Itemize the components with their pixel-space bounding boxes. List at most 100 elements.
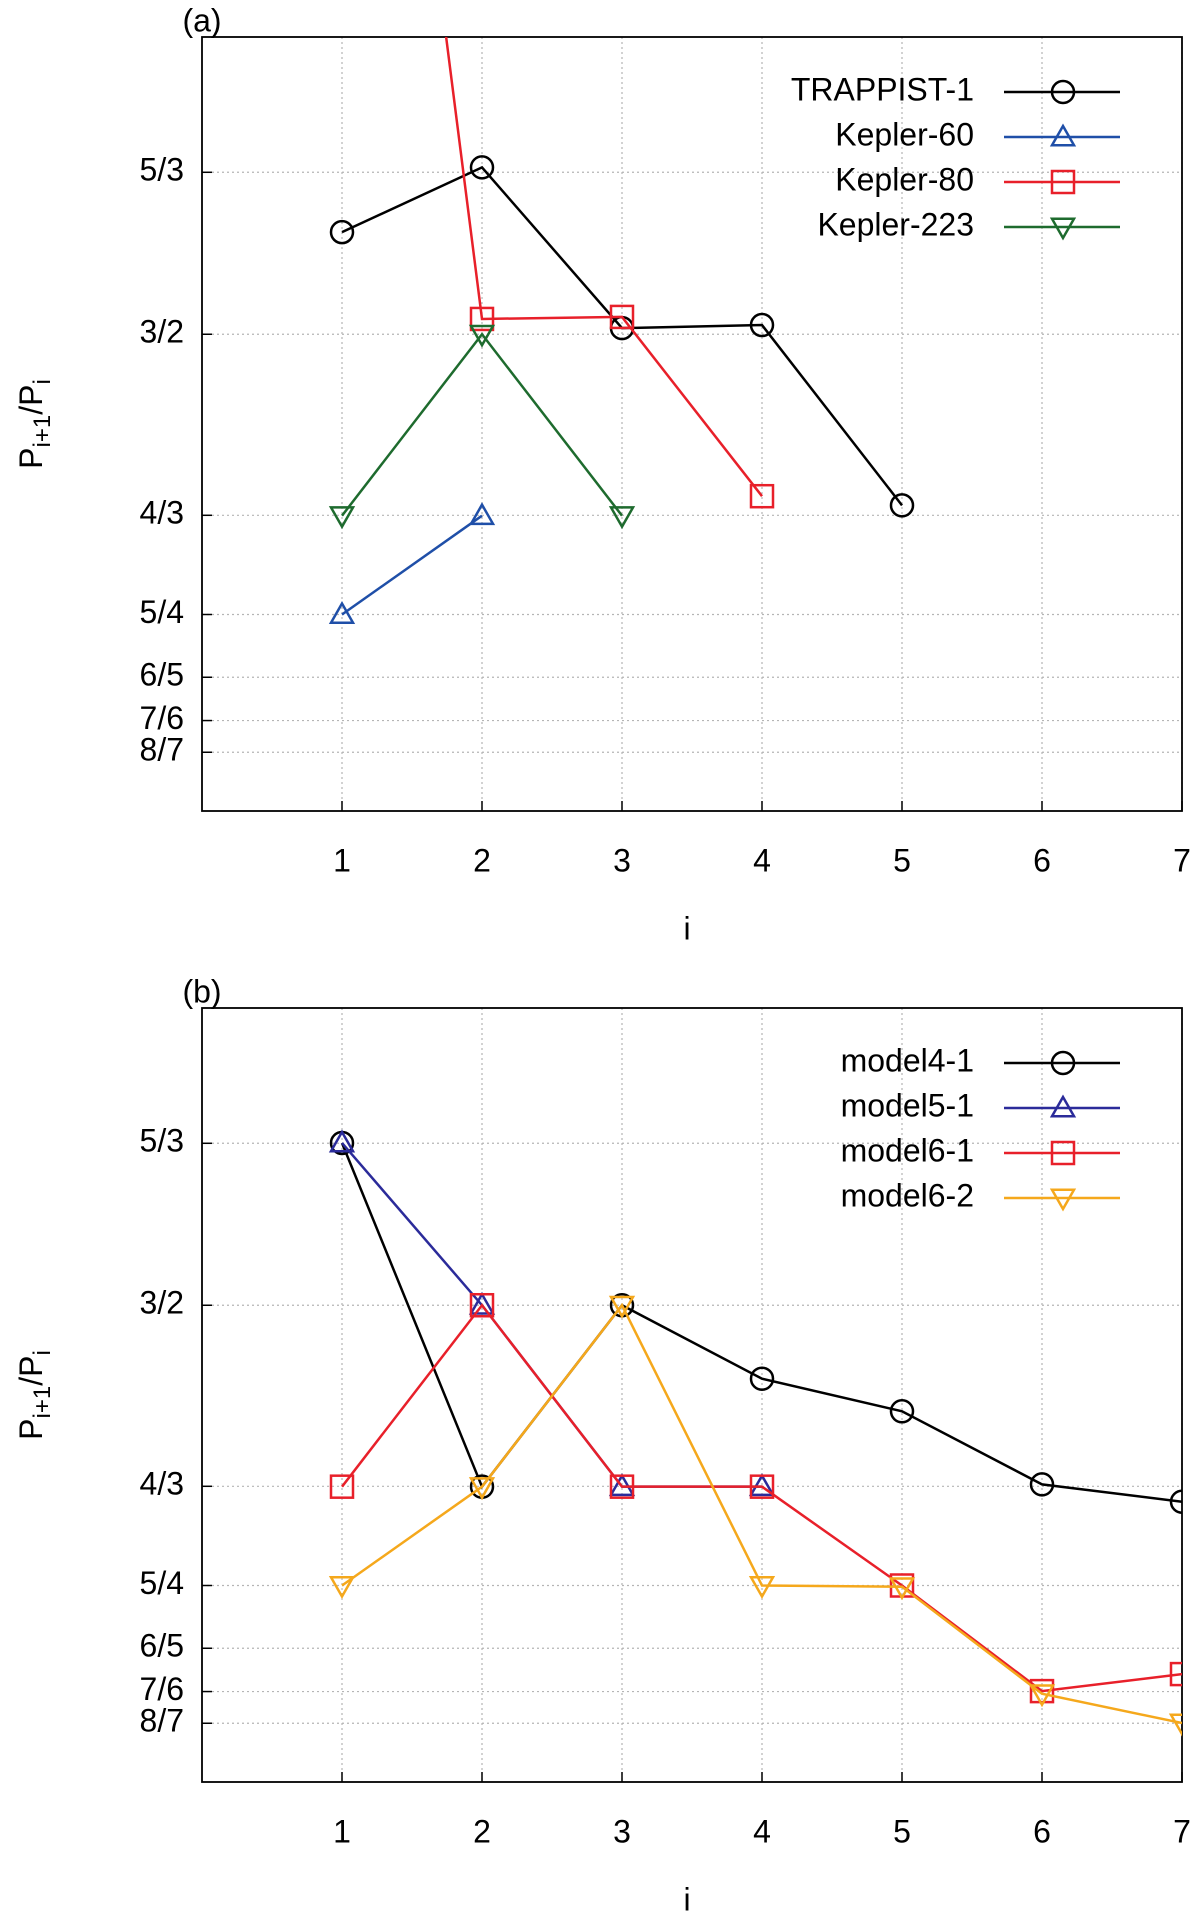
marker [468,324,496,348]
series-line [341,1302,1182,1725]
marker [1028,1684,1056,1708]
legend-label: model6-2 [841,1177,974,1213]
x-tick-label: 2 [473,1813,491,1849]
y-axis-label-part: P [13,1418,49,1439]
legend-label: Kepler-223 [817,206,974,242]
x-tick-label: 7 [1173,1813,1191,1849]
y-tick-label: 5/3 [140,1123,184,1159]
marker [889,1399,915,1424]
legend-label: TRAPPIST-1 [791,71,974,107]
marker [888,1577,916,1601]
marker [609,1474,635,1499]
y-tick-label: 4/3 [140,495,184,531]
marker [328,600,356,624]
series-line [341,1142,762,1488]
series-line [444,37,763,497]
legend-label: model6-1 [841,1132,974,1168]
x-axis-label: i [683,1881,690,1917]
y-tick-label: 6/5 [140,657,184,693]
y-axis-label: Pi+1/Pi [13,1350,56,1440]
y-axis-label-part: i [29,1350,56,1355]
marker [468,1291,496,1315]
y-axis-label-part: /P [13,1356,49,1386]
marker [328,1575,356,1600]
marker [468,502,496,526]
y-tick-label: 7/6 [140,700,184,736]
y-tick-label: 6/5 [140,1628,184,1664]
x-tick-label: 3 [613,1813,631,1849]
marker [469,306,495,332]
x-tick-label: 1 [333,842,351,878]
x-tick-label: 5 [893,842,911,878]
series-line [341,1303,1182,1693]
marker [328,506,356,530]
marker [889,493,915,518]
marker [329,1474,355,1499]
marker [1049,217,1077,241]
marker [749,1366,775,1391]
y-tick-label: 5/3 [140,152,184,188]
marker [749,1474,775,1499]
legend-label: Kepler-60 [835,116,974,152]
plot-area [328,37,915,624]
marker [1029,1678,1055,1704]
marker [1050,169,1076,195]
panel-label: (b) [182,973,221,1009]
plot-frame [201,1007,1183,1783]
x-tick-label: 1 [333,1813,351,1849]
series-line [341,332,623,517]
x-tick-label: 6 [1033,842,1051,878]
marker [468,1477,496,1501]
x-tick-label: 2 [473,842,491,878]
marker [608,1295,636,1319]
y-axis-label-part: /P [13,385,49,415]
x-tick-label: 5 [893,1813,911,1849]
marker [608,1473,636,1497]
y-axis-label-part: i+1 [29,1386,56,1419]
series-line [341,514,483,616]
marker [1169,1489,1182,1514]
plot-area [328,1129,1182,1737]
marker [329,219,355,245]
marker [748,1473,776,1497]
marker [748,1575,776,1600]
y-axis-label: Pi+1/Pi [13,379,56,469]
marker [1050,1140,1076,1166]
marker [1050,1050,1076,1076]
y-tick-label: 8/7 [140,1703,184,1739]
panel-label: (a) [182,2,221,38]
x-tick-label: 6 [1033,1813,1051,1849]
x-axis-label: i [683,910,690,946]
marker [469,155,495,180]
marker [1049,123,1077,147]
marker [608,506,636,530]
y-tick-label: 5/4 [140,594,184,630]
y-axis-label-part: P [13,447,49,468]
marker [1049,1188,1077,1212]
legend-label: model5-1 [841,1087,974,1123]
y-tick-label: 8/7 [140,732,184,768]
marker [1029,1472,1055,1497]
y-tick-label: 7/6 [140,1671,184,1707]
marker [749,312,775,338]
marker [469,1292,495,1318]
x-tick-label: 3 [613,842,631,878]
y-tick-label: 3/2 [140,1285,184,1321]
marker [609,304,635,330]
plot-frame [201,36,1183,812]
marker [1049,1094,1077,1118]
legend-label: Kepler-80 [835,161,974,197]
marker [328,1129,356,1153]
marker [1168,1713,1182,1737]
x-tick-label: 7 [1173,842,1191,878]
y-axis-label-part: i+1 [29,415,56,448]
marker [1169,1661,1182,1687]
marker [749,483,775,509]
y-tick-label: 3/2 [140,314,184,350]
y-tick-label: 4/3 [140,1466,184,1502]
marker [1050,79,1076,105]
y-axis-label-part: i [29,379,56,384]
legend-label: model4-1 [841,1042,974,1078]
x-tick-label: 4 [753,842,771,878]
